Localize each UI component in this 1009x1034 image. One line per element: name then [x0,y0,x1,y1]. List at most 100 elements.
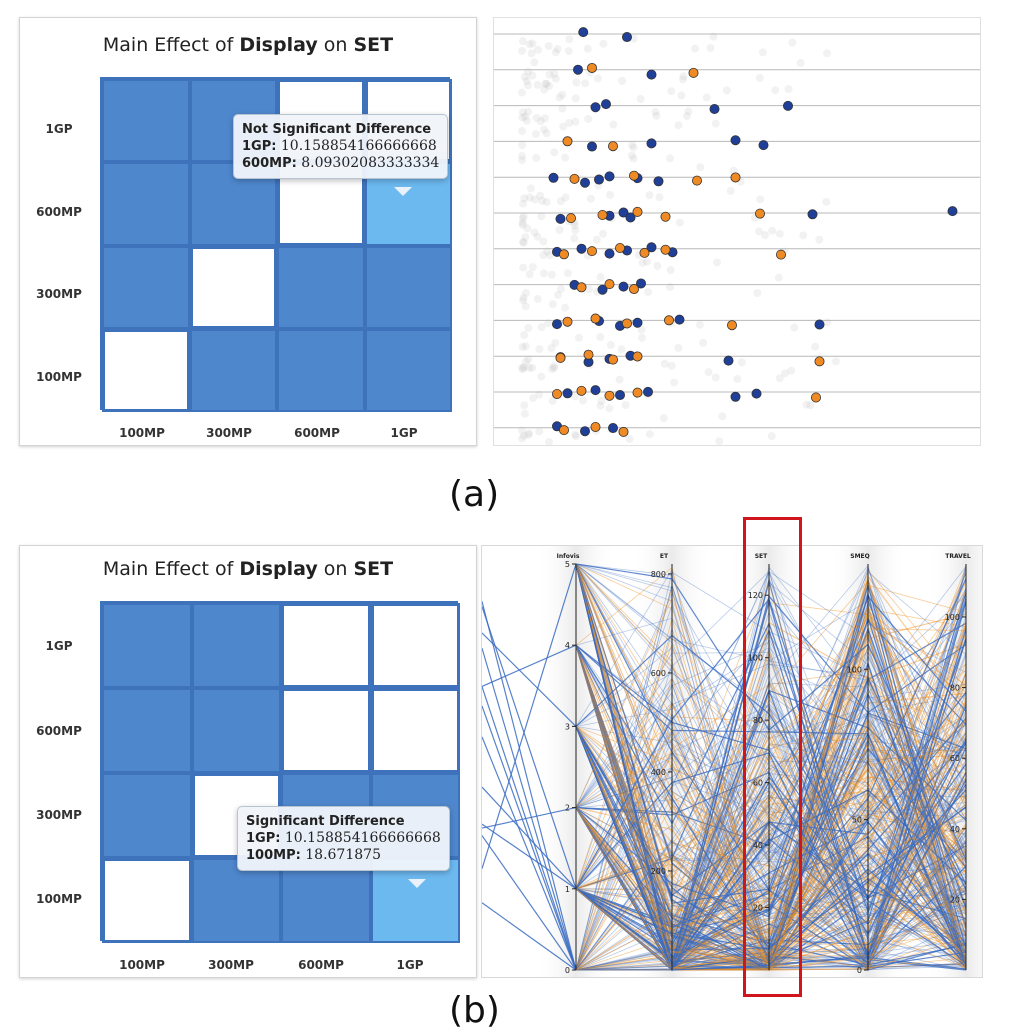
axis-name: TRAVEL [945,553,971,560]
background-point [629,143,638,152]
orange-point [754,208,765,219]
blue-point [646,69,657,80]
background-point [555,93,564,102]
matrix-cell[interactable] [370,603,460,688]
background-point [518,156,527,165]
background-point [524,430,533,439]
matrix-cell[interactable] [191,688,281,773]
tick-label: 20 [950,895,960,904]
background-point [790,323,799,332]
blue-point [590,102,601,113]
matrix-cell[interactable] [364,245,452,329]
matrix-cell[interactable] [102,603,192,688]
background-point [524,67,533,76]
matrix-cell[interactable] [102,328,190,412]
tooltip-arrow-a [394,187,412,196]
blue-point [604,248,615,259]
parallel-coordinates-plot: Infovis012345ET200400600800SET2040608010… [482,546,982,977]
blue-point [814,319,825,330]
background-point [550,70,559,79]
orange-point [775,249,786,260]
background-point [519,296,528,305]
blue-point [548,172,559,183]
background-point [726,186,735,195]
background-point [758,48,767,57]
blue-point [758,140,769,151]
background-point [530,195,539,204]
blue-point [632,317,643,328]
matrix-cell[interactable] [189,328,277,412]
matrix-title-b: Main Effect of Display on SET [102,558,394,580]
background-point [831,357,840,366]
orange-point [810,392,821,403]
background-point [679,72,688,81]
tooltip-title: Significant Difference [246,814,405,829]
matrix-cell[interactable] [191,603,281,688]
background-point [666,154,675,163]
background-point [806,401,815,410]
background-point [574,333,583,342]
background-point [532,113,541,122]
background-point [592,235,601,244]
matrix-cell[interactable] [364,328,452,412]
background-point [545,251,554,260]
blue-point [625,212,636,223]
background-point [542,79,551,88]
matrix-cell[interactable] [370,688,460,773]
background-point [537,212,546,221]
matrix-cell[interactable] [102,773,192,858]
tick-label: 100 [748,654,763,663]
background-point [564,47,573,56]
tick-label: 400 [651,768,666,777]
background-point [518,88,527,97]
orange-point [632,387,643,398]
background-point [774,273,783,282]
matrix-title-a: Main Effect of Display on SET [102,34,394,56]
background-point [788,38,797,47]
background-point [711,373,720,382]
background-point [629,154,638,163]
col-label-100mp: 100MP [119,958,165,972]
matrix-cell[interactable] [277,328,365,412]
background-point [528,39,537,48]
set-axis-highlight-box [743,517,802,997]
tick-label: 120 [748,591,763,600]
tooltip-a: Not Significant Difference 1GP: 10.15885… [233,114,449,179]
background-point [525,429,534,438]
matrix-cell[interactable] [102,245,190,329]
matrix-cell[interactable] [281,858,371,943]
background-point [815,235,824,244]
matrix-cell[interactable] [281,688,371,773]
background-point [823,49,832,58]
orange-point [597,209,608,220]
matrix-cell[interactable] [281,603,371,688]
matrix-cell[interactable] [189,245,277,329]
background-point [691,44,700,53]
background-point [545,70,554,79]
background-point [518,426,527,435]
background-point [684,107,693,116]
matrix-cell[interactable] [102,162,190,246]
blue-point [730,391,741,402]
background-point [754,227,763,236]
blue-point [562,388,573,399]
matrix-cell[interactable] [191,858,281,943]
matrix-cell[interactable] [102,79,190,163]
background-point [533,294,542,303]
blue-point [782,100,793,111]
scatter-panel-a [493,17,981,446]
matrix-cell[interactable] [102,858,192,943]
background-point [637,333,646,342]
background-point [538,196,547,205]
orange-point [691,175,702,186]
matrix-cell[interactable] [277,245,365,329]
background-point [781,369,790,378]
matrix-cell[interactable] [102,688,192,773]
background-point [542,197,551,206]
orange-point [730,172,741,183]
background-point [775,374,784,383]
background-point [802,400,811,409]
background-point [561,303,570,312]
background-point [539,269,548,278]
scatter-plot [494,27,980,445]
